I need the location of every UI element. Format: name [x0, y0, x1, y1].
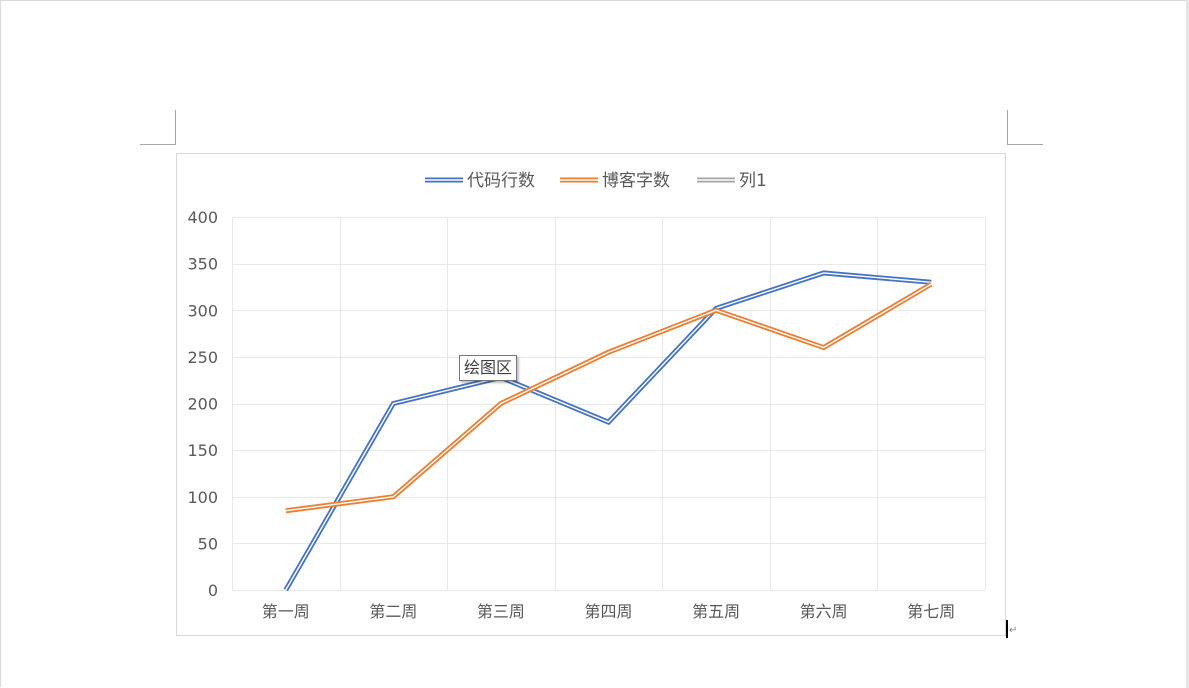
x-tick-label-6: 第七周 [907, 602, 955, 621]
legend-label-0: 代码行数 [467, 171, 535, 191]
y-tick-label-7: 350 [187, 255, 218, 274]
y-tick-label-2: 100 [187, 488, 218, 507]
plot-area-tooltip: 绘图区 [459, 355, 518, 381]
x-tick-label-3: 第四周 [584, 602, 632, 621]
y-tick-label-0: 0 [208, 581, 218, 600]
y-tick-label-4: 200 [187, 395, 218, 414]
crop-mark-top-right-vertical [1007, 110, 1008, 145]
page-right-edge [1186, 0, 1189, 688]
paragraph-mark: ↵ [1009, 625, 1018, 636]
chart-area[interactable] [176, 153, 1006, 636]
series-line-0-inner [285, 272, 932, 591]
x-tick-label-0: 第一周 [262, 602, 310, 621]
series-line-1-inner [285, 283, 932, 512]
legend-label-1: 博客字数 [602, 171, 670, 191]
x-tick-label-4: 第五周 [692, 602, 740, 621]
x-tick-label-1: 第二周 [369, 602, 417, 621]
y-tick-label-6: 300 [187, 301, 218, 320]
legend-label-2: 列1 [739, 171, 767, 191]
series-lines [283, 270, 933, 592]
x-axis-tick-labels: 第一周 第二周 第三周 第四周 第五周 第六周 第七周 [262, 602, 955, 621]
crop-mark-top-right-horizontal [1007, 144, 1043, 145]
crop-mark-top-left-horizontal [140, 144, 176, 145]
y-axis-tick-labels: 0 50 100 150 200 250 300 350 400 [187, 208, 218, 600]
x-tick-label-5: 第六周 [800, 602, 848, 621]
crop-mark-top-left-vertical [175, 110, 176, 145]
series-line-1-outer [285, 281, 933, 514]
text-cursor [1006, 620, 1008, 638]
x-tick-label-2: 第三周 [477, 602, 525, 621]
y-tick-label-5: 250 [187, 348, 218, 367]
gridlines [232, 217, 986, 591]
y-tick-label-1: 50 [198, 534, 218, 553]
y-tick-label-3: 150 [187, 441, 218, 460]
legend: 代码行数 博客字数 列1 [425, 171, 767, 191]
y-tick-label-8: 400 [187, 208, 218, 227]
series-line-0-outer [283, 270, 932, 592]
